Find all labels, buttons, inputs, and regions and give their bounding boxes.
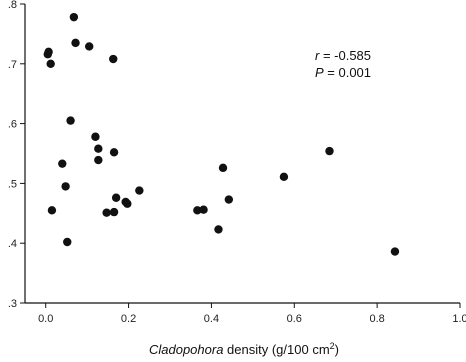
data-point [390,247,400,256]
y-tick-label: .8 [8,0,17,11]
data-point [94,144,103,153]
data-point [44,47,53,57]
data-point [63,237,72,247]
y-axis-ticks: .3 .4 .5 .6 .7 .8 [8,0,25,310]
data-point [214,225,223,234]
data-point [109,148,119,157]
data-point [94,155,103,165]
p-value: = 0.001 [324,65,371,80]
data-point [61,182,70,191]
x-tick-label: 1.0 [452,313,466,325]
p-value-annotation: P = 0.001 [315,65,371,80]
x-axis-label-units: density (g/100 cm [223,342,329,357]
data-point [69,12,79,22]
data-point [123,199,132,208]
data-point [325,146,334,156]
p-symbol: P [315,65,324,80]
data-point [46,59,55,68]
data-point [279,172,289,182]
data-point [91,132,100,141]
x-axis-ticks: 0.0 0.2 0.4 0.6 0.8 1.0 [38,303,466,325]
correlation-annotation: r = -0.585 [315,48,371,63]
y-tick-label: .3 [8,298,17,310]
x-tick-label: 0.2 [121,313,136,325]
data-point [66,116,75,125]
data-point [224,195,234,204]
data-point [85,42,94,51]
r-symbol: r [315,48,320,63]
r-value: = -0.585 [319,48,371,63]
y-tick-label: .4 [8,238,17,250]
data-point [71,38,80,48]
x-axis-label: Cladopohora density (g/100 cm2) [149,341,339,357]
data-point [58,159,67,168]
data-points [43,12,400,256]
x-tick-label: 0.6 [287,313,302,325]
data-point [218,163,228,173]
x-tick-label: 0.4 [204,313,219,325]
y-tick-label: .7 [8,59,17,71]
data-point [102,208,111,217]
y-tick-label: .6 [8,119,17,131]
x-tick-label: 0.8 [369,313,384,325]
data-point [135,186,144,195]
data-point [193,206,202,215]
data-point [109,54,118,64]
data-point [109,207,119,217]
axes [24,4,460,304]
x-axis-label-close: ) [335,342,339,357]
x-axis-label-species: Cladopohora [149,342,223,357]
x-tick-label: 0.0 [38,313,53,325]
x-axis-label-superscript: 2 [330,341,335,351]
y-tick-label: .5 [8,178,17,190]
data-point [111,193,121,202]
data-point [47,206,57,215]
data-point [199,205,208,214]
